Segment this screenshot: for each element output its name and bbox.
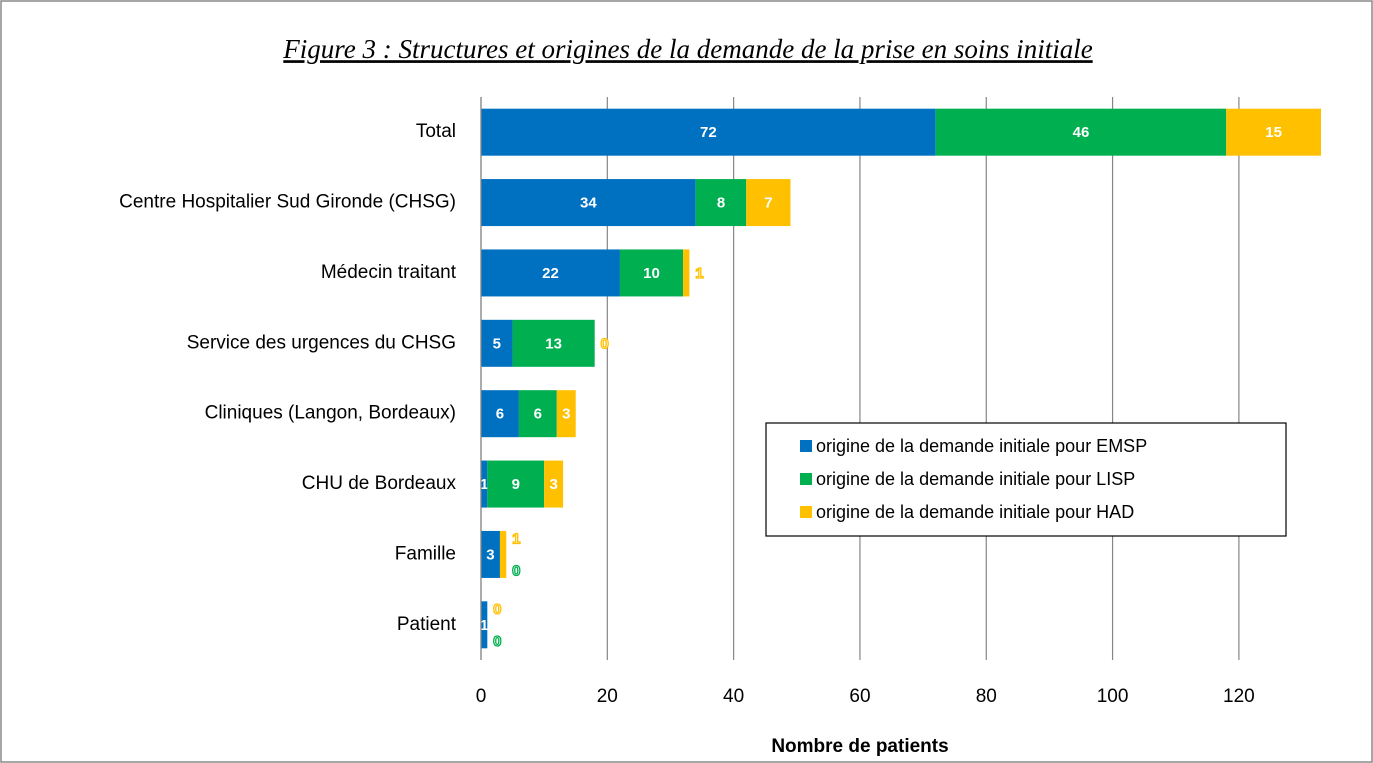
data-label: 0: [493, 633, 501, 650]
data-label: 6: [534, 406, 542, 423]
y-tick-label: Centre Hospitalier Sud Gironde (CHSG): [119, 192, 456, 213]
data-label: 1: [480, 476, 488, 493]
bar-segment: [481, 179, 696, 227]
x-tick-label: 120: [1223, 686, 1255, 707]
x-tick-label: 20: [597, 686, 618, 707]
x-tick-label: 0: [476, 686, 487, 707]
y-tick-label: Médecin traitant: [321, 262, 457, 283]
data-label: 10: [643, 265, 660, 282]
bar-segment: [481, 601, 488, 649]
bar-segment: [487, 460, 545, 508]
bar-segment: [935, 108, 1227, 156]
data-label: 1: [480, 617, 488, 634]
bar-segment: [1226, 108, 1321, 156]
bar-segment: [619, 249, 684, 297]
bar-segment: [746, 179, 791, 227]
data-label: 5: [493, 335, 501, 352]
x-axis-label: Nombre de patients: [771, 736, 948, 757]
data-label: 3: [549, 476, 557, 493]
data-label: 34: [580, 195, 597, 212]
chart-title: Figure 3 : Structures et origines de la …: [282, 34, 1092, 64]
y-tick-label: Cliniques (Langon, Bordeaux): [205, 403, 456, 424]
data-label: 1: [512, 530, 520, 547]
bar-segment: [518, 390, 557, 438]
legend-box: [765, 422, 1287, 537]
bar-segment: [544, 460, 564, 508]
y-tick-label: Patient: [397, 614, 457, 635]
bar-segment: [683, 249, 690, 297]
data-label: 9: [512, 476, 520, 493]
data-label: 3: [486, 546, 494, 563]
legend-label: origine de la demande initiale pour LISP: [816, 469, 1135, 489]
legend-swatch: [800, 506, 812, 518]
x-tick-label: 100: [1097, 686, 1129, 707]
data-label: 72: [700, 124, 717, 141]
bar-segment: [556, 390, 576, 438]
data-label: 7: [764, 195, 772, 212]
data-label: 0: [493, 601, 501, 618]
data-label: 22: [542, 265, 559, 282]
y-tick-label: Total: [416, 121, 456, 142]
bar-segment: [481, 319, 513, 367]
bar-segment: [481, 108, 936, 156]
x-tick-label: 80: [976, 686, 997, 707]
data-label: 3: [562, 406, 570, 423]
legend-label: origine de la demande initiale pour HAD: [816, 502, 1134, 522]
y-tick-label: CHU de Bordeaux: [302, 473, 457, 494]
data-label: 46: [1073, 124, 1090, 141]
bar-segment: [499, 530, 507, 578]
data-label: 1: [695, 265, 703, 282]
x-tick-label: 40: [723, 686, 744, 707]
bar-segment: [481, 530, 500, 578]
bar-segment: [481, 249, 620, 297]
y-tick-label: Service des urgences du CHSG: [187, 332, 456, 353]
data-label: 13: [545, 335, 562, 352]
bar-segment: [481, 460, 488, 508]
data-label: 0: [601, 335, 609, 352]
x-tick-label: 60: [849, 686, 870, 707]
data-label: 8: [717, 195, 725, 212]
bar-segment: [695, 179, 747, 227]
legend-label: origine de la demande initiale pour EMSP: [816, 436, 1147, 456]
legend-swatch: [800, 440, 812, 452]
legend-swatch: [800, 473, 812, 485]
bar-segment: [481, 390, 519, 438]
data-label: 15: [1265, 124, 1282, 141]
y-tick-label: Famille: [395, 543, 456, 564]
data-label: 0: [512, 562, 520, 579]
data-label: 6: [496, 406, 504, 423]
bar-segment: [512, 319, 595, 367]
